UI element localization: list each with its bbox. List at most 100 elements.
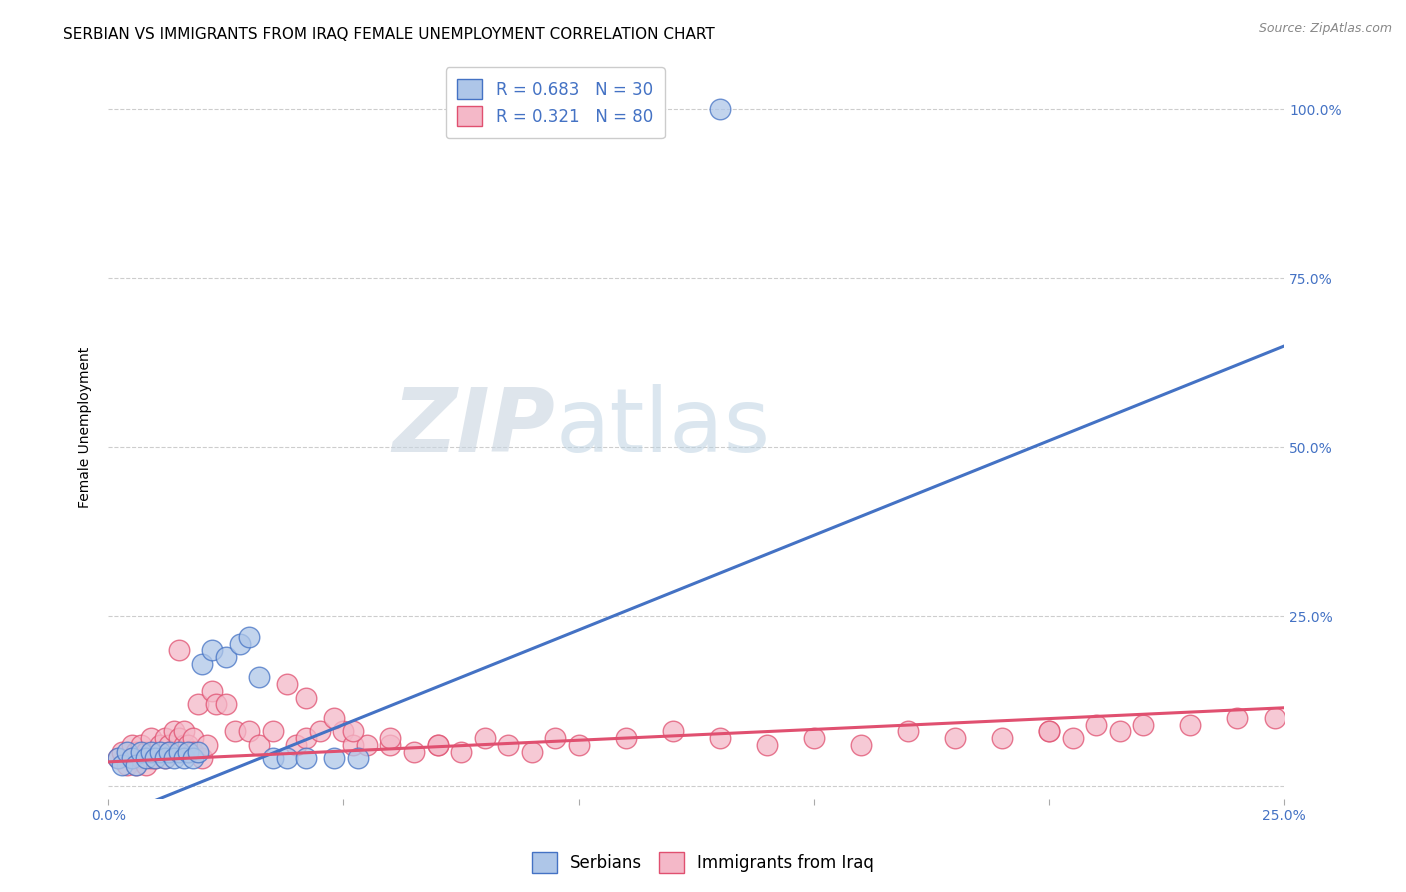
Point [167,643,190,657]
Point [201,684,224,698]
Point [149,745,172,759]
Point [247,670,270,684]
Point [173,751,195,765]
Point [173,738,195,752]
Point [177,745,200,759]
Point [121,751,143,765]
Point [215,650,238,665]
Point [135,758,157,772]
Point [380,731,402,746]
Point [285,738,308,752]
Point [897,724,920,739]
Point [115,745,138,759]
Point [803,731,825,746]
Point [262,751,284,765]
Point [177,738,200,752]
Point [153,731,176,746]
Point [520,745,543,759]
Point [181,745,204,759]
Point [849,738,872,752]
Point [111,745,134,759]
Point [247,738,270,752]
Point [195,738,218,752]
Point [346,751,368,765]
Point [380,738,402,752]
Point [426,738,449,752]
Point [157,738,180,752]
Point [332,724,354,739]
Legend: Serbians, Immigrants from Iraq: Serbians, Immigrants from Iraq [526,846,880,880]
Point [276,751,298,765]
Point [187,698,209,712]
Point [201,643,224,657]
Point [125,758,148,772]
Point [295,731,318,746]
Point [205,698,228,712]
Point [943,731,966,746]
Point [661,724,683,739]
Point [143,751,166,765]
Point [143,751,166,765]
Point [163,745,186,759]
Point [173,724,195,739]
Point [107,751,129,765]
Point [129,738,152,752]
Point [191,751,214,765]
Point [121,738,143,752]
Point [121,751,143,765]
Point [276,677,298,691]
Point [356,738,378,752]
Point [177,745,200,759]
Point [157,745,180,759]
Point [191,657,214,671]
Point [143,745,166,759]
Point [755,738,778,752]
Point [167,731,190,746]
Point [139,745,162,759]
Point [1264,711,1286,725]
Point [1038,724,1060,739]
Point [402,745,425,759]
Text: atlas: atlas [555,384,770,471]
Point [157,745,180,759]
Point [125,758,148,772]
Point [125,745,148,759]
Point [496,738,519,752]
Point [115,758,138,772]
Point [238,630,260,644]
Point [309,724,332,739]
Point [342,724,364,739]
Point [129,745,152,759]
Point [709,102,731,116]
Point [163,751,186,765]
Text: ZIP: ZIP [392,384,555,471]
Point [295,690,318,705]
Text: SERBIAN VS IMMIGRANTS FROM IRAQ FEMALE UNEMPLOYMENT CORRELATION CHART: SERBIAN VS IMMIGRANTS FROM IRAQ FEMALE U… [63,27,716,42]
Point [614,731,637,746]
Point [149,745,172,759]
Point [149,738,172,752]
Point [426,738,449,752]
Point [991,731,1014,746]
Point [153,751,176,765]
Point [238,724,260,739]
Point [1226,711,1249,725]
Point [229,636,252,650]
Point [450,745,472,759]
Point [1132,717,1154,731]
Point [1038,724,1060,739]
Point [262,724,284,739]
Point [568,738,591,752]
Point [135,751,157,765]
Point [181,731,204,746]
Point [323,711,346,725]
Point [181,751,204,765]
Point [163,724,186,739]
Point [215,698,238,712]
Point [474,731,496,746]
Point [1062,731,1084,746]
Point [167,745,190,759]
Point [111,758,134,772]
Point [323,751,346,765]
Point [295,751,318,765]
